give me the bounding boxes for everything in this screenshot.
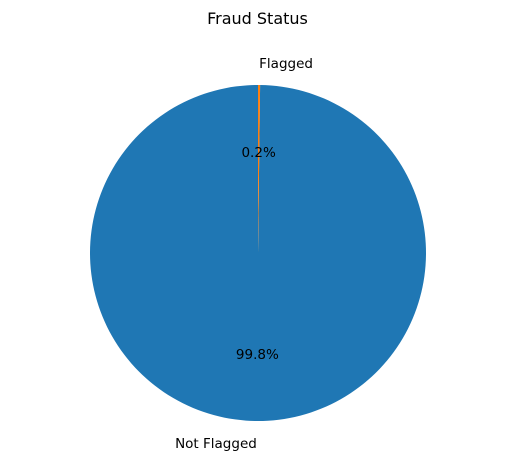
pie-slice-flagged [258, 85, 261, 253]
pie-slices [90, 85, 427, 422]
pie-labels: Not Flagged 99.8% Flagged 0.2% [175, 56, 313, 452]
slice-label-flagged: Flagged [259, 56, 313, 72]
pie-slice-not-flagged [90, 85, 427, 422]
chart-title: Fraud Status [207, 9, 308, 28]
pct-label-flagged: 0.2% [241, 145, 275, 161]
pct-label-not-flagged: 99.8% [236, 347, 279, 363]
slice-label-not-flagged: Not Flagged [175, 436, 257, 452]
